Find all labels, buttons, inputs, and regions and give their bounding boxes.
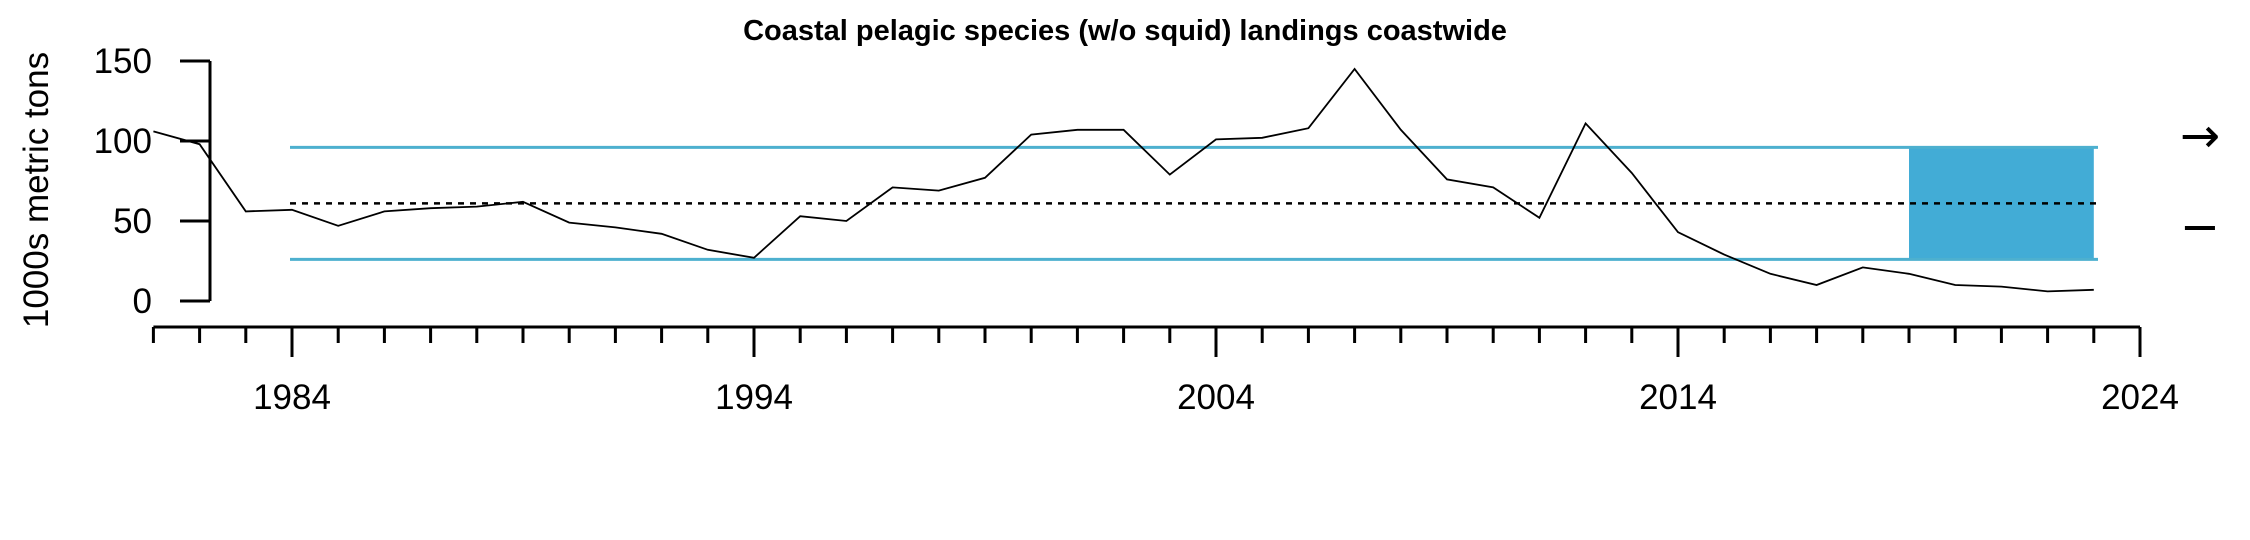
x-tick-label: 2004	[1177, 378, 1255, 417]
y-axis-label: 1000s metric tons	[17, 52, 56, 328]
y-tick-label: 150	[94, 42, 152, 81]
x-tick-label: 1994	[715, 378, 793, 417]
x-tick-label: 1984	[253, 378, 331, 417]
trend-indicator: →	[2180, 108, 2220, 164]
y-tick-label: 0	[133, 282, 152, 321]
y-tick-label: 100	[94, 122, 152, 161]
chart-title: Coastal pelagic species (w/o squid) land…	[743, 15, 1507, 47]
plot-area: 0 50 100 150 1984 1994 2004 2014 2024	[94, 42, 2179, 417]
mean-indicator: −	[2180, 199, 2220, 255]
y-tick-label: 50	[113, 202, 152, 241]
x-tick-label: 2024	[2101, 378, 2179, 417]
x-tick-label: 2014	[1639, 378, 1717, 417]
series-line	[153, 67, 2094, 293]
